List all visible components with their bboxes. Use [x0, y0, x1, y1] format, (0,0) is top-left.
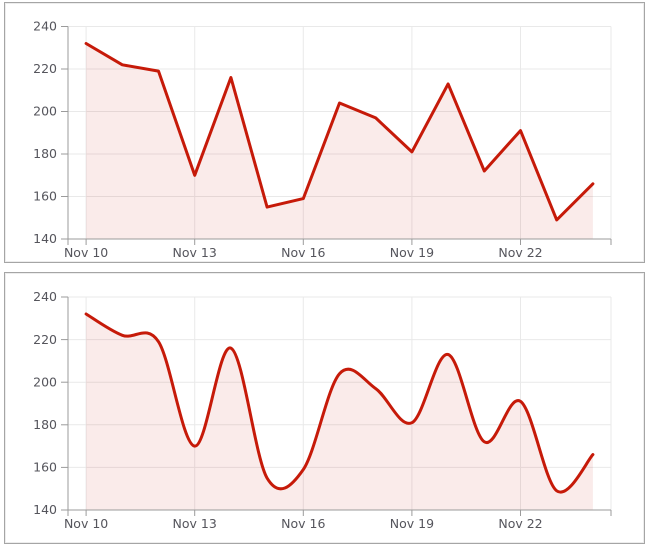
y-tick-label: 160 [33, 189, 57, 204]
y-tick-label: 200 [33, 104, 57, 119]
spline-area-chart: 140 160 180 200 220 240 Nov 10 Nov 13 Nov 16 Nov … [33, 289, 612, 531]
linear-area-chart-panel: 140 160 180 200 220 240 Nov 10 Nov 13 Nov 16 Nov … [4, 2, 645, 263]
x-tick-label: Nov 19 [390, 245, 434, 260]
y-tick-label: 240 [33, 19, 57, 34]
x-tick-label: Nov 13 [173, 516, 217, 531]
y-tick-label: 160 [33, 460, 57, 475]
x-tick-label: Nov 22 [498, 245, 542, 260]
y-tick-label: 200 [33, 374, 57, 389]
y-tick-label: 220 [33, 332, 57, 347]
y-tick-label: 140 [33, 502, 57, 517]
series-line [84, 42, 595, 222]
y-tick-label: 220 [33, 61, 57, 76]
y-tick-label: 180 [33, 417, 57, 432]
series-line [84, 312, 595, 494]
y-tick-label: 180 [33, 146, 57, 161]
series-area-fill [86, 43, 593, 239]
x-tick-label: Nov 19 [390, 516, 434, 531]
x-tick-label: Nov 10 [64, 245, 108, 260]
x-tick-label: Nov 13 [173, 245, 217, 260]
y-tick-label: 240 [33, 289, 57, 304]
spline-area-chart-panel: 140 160 180 200 220 240 Nov 10 Nov 13 Nov 16 Nov … [4, 272, 645, 544]
x-tick-label: Nov 22 [498, 516, 542, 531]
y-tick-label: 140 [33, 231, 57, 246]
series-area-fill [86, 314, 593, 510]
x-tick-label: Nov 10 [64, 516, 108, 531]
x-tick-label: Nov 16 [281, 516, 325, 531]
linear-area-chart: 140 160 180 200 220 240 Nov 10 Nov 13 Nov 16 Nov … [33, 19, 612, 260]
x-tick-label: Nov 16 [281, 245, 325, 260]
